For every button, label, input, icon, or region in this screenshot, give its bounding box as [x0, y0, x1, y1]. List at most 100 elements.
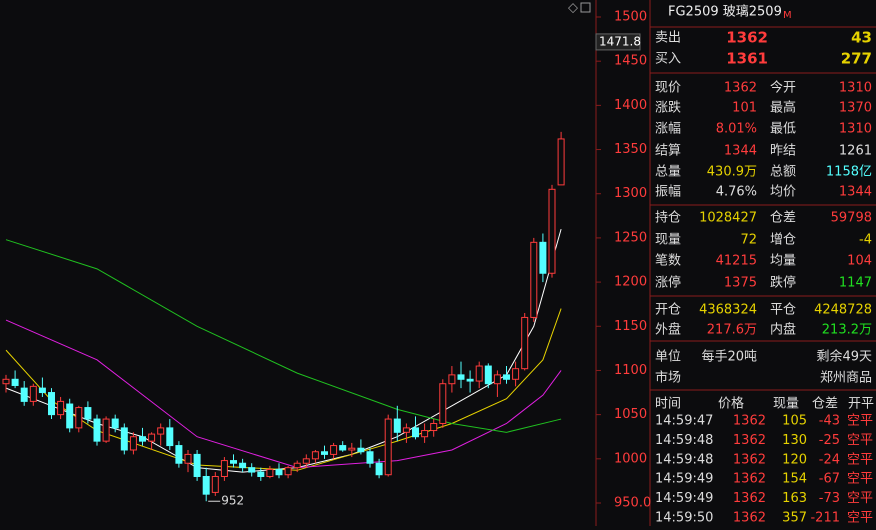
stat-label: 振幅	[655, 185, 681, 200]
stat-label: 总额	[770, 165, 796, 180]
y-tick-label: 1050	[614, 407, 647, 422]
candle-body	[275, 468, 283, 476]
book-volume: 277	[841, 50, 872, 68]
candle-body	[57, 400, 65, 416]
candle-body	[503, 374, 510, 380]
stat-label: 外盘	[655, 322, 681, 338]
candle-body	[348, 447, 356, 451]
stat-value: 1362	[724, 81, 757, 96]
stat-value: 1370	[839, 101, 872, 116]
trade-cell: 14:59:49	[655, 491, 713, 506]
stat-label: 现量	[655, 233, 681, 248]
tool-icon[interactable]	[580, 2, 591, 13]
stat-value: 104	[847, 254, 872, 269]
trade-cell: 1362	[733, 433, 766, 448]
stat-label: 涨停	[655, 275, 681, 291]
stat-label: 均量	[770, 254, 796, 269]
stat-value: 41215	[716, 254, 757, 269]
candle-body	[230, 460, 237, 464]
stat-value: 1147	[839, 276, 872, 291]
trade-cell: 空平	[847, 491, 873, 506]
y-tick-label: 1150	[614, 319, 647, 334]
candle-body	[357, 447, 365, 453]
trade-cell: 163	[782, 491, 807, 506]
candle-body	[38, 387, 46, 394]
stat-value: 每手20吨	[701, 349, 757, 365]
candle-body	[129, 436, 137, 451]
candle-body	[339, 445, 347, 451]
candle-body	[412, 427, 419, 438]
stat-label: 今开	[770, 80, 796, 96]
stat-label: 跌停	[770, 275, 796, 291]
market-flag: M	[783, 10, 792, 21]
trade-cell: 空平	[847, 414, 873, 429]
book-price: 1361	[726, 50, 768, 68]
candle-body	[29, 385, 37, 402]
candle-body	[20, 387, 28, 402]
stat-label: 均价	[770, 185, 796, 200]
candle-body	[366, 451, 374, 464]
trade-cell: -73	[819, 491, 840, 506]
trade-cell: -24	[819, 452, 840, 467]
candle-body	[248, 467, 256, 473]
candle-body	[202, 475, 210, 495]
stat-value: 101	[732, 101, 757, 116]
stat-label: 市场	[655, 370, 681, 386]
trade-cell: 120	[782, 452, 807, 467]
candle-body	[512, 368, 520, 380]
stat-value: 1375	[724, 276, 757, 291]
ma-line	[5, 308, 562, 471]
candle-body	[457, 374, 465, 380]
trade-cell: 空平	[847, 452, 873, 467]
candle-body	[393, 418, 401, 433]
stat-value: 59798	[831, 211, 872, 226]
candle-body	[384, 418, 392, 476]
trade-cell: -25	[819, 433, 840, 448]
candle-body	[475, 365, 483, 382]
candle-body	[175, 445, 183, 464]
candle-body	[548, 188, 556, 274]
contract-code: FG2509 玻璃2509	[668, 5, 782, 20]
candle-body	[84, 407, 92, 420]
cursor-box	[595, 33, 641, 51]
candle-body	[539, 241, 547, 274]
candle-body	[493, 374, 501, 385]
stat-value: 1261	[839, 144, 872, 159]
trade-cell: 154	[782, 472, 807, 487]
candle-body	[484, 365, 492, 385]
trade-cell: 1362	[733, 472, 766, 487]
candle-body	[120, 427, 128, 451]
candle-body	[402, 427, 410, 433]
y-tick-label: 1200	[614, 275, 647, 290]
trade-cell: 14:59:48	[655, 452, 713, 467]
candle-body	[111, 418, 119, 429]
tool-icon[interactable]: ◇	[568, 1, 578, 16]
candle-body	[293, 462, 301, 469]
candle-body	[439, 383, 447, 424]
trade-cell: 1362	[733, 491, 766, 506]
candle-body	[184, 453, 192, 464]
stat-value: 剩余49天	[816, 349, 872, 365]
candle-body	[330, 445, 338, 455]
y-tick-label: 1250	[614, 230, 647, 245]
y-tick-label: 1350	[614, 142, 647, 157]
trade-cell: 空平	[847, 472, 873, 487]
candle-body	[530, 241, 538, 318]
trade-cell: 空平	[847, 511, 873, 526]
trade-cell: 105	[782, 414, 807, 429]
stat-label: 最高	[770, 100, 796, 116]
candle-body	[239, 462, 247, 469]
candle-body	[448, 374, 456, 385]
trade-header: 时间	[655, 397, 681, 412]
y-tick-label: 1500	[614, 10, 647, 25]
stat-label: 内盘	[770, 322, 796, 338]
trade-header: 开平	[848, 397, 874, 412]
trade-cell: 14:59:50	[655, 511, 713, 526]
trade-header: 现量	[773, 397, 799, 412]
candle-body	[93, 418, 101, 442]
stat-value: 4368324	[699, 303, 757, 318]
candle-body	[102, 418, 110, 442]
stat-label: 笔数	[655, 253, 681, 269]
